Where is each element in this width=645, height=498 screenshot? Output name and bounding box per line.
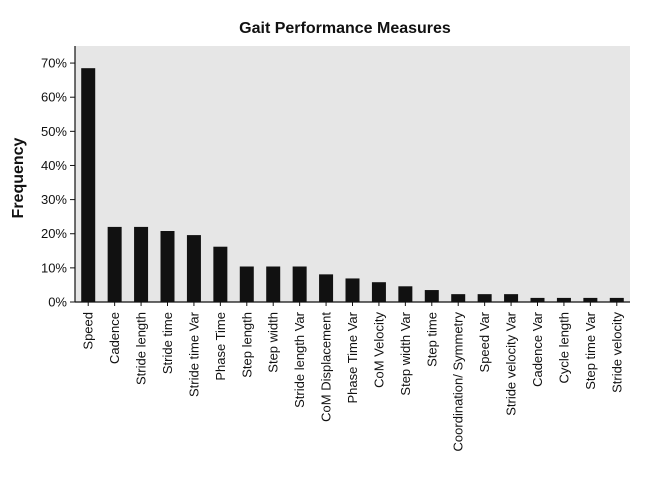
bar: [583, 297, 598, 302]
y-axis-ticks: 0% 10% 20% 30% 40% 50% 60% 70%: [41, 56, 75, 310]
x-category-label: Stride velocity: [609, 312, 624, 393]
y-tick-label: 70%: [41, 56, 67, 71]
x-category-label: Phase Time: [213, 312, 228, 381]
y-axis-label: Frequency: [10, 137, 27, 218]
x-category-label: Cadence: [107, 312, 122, 364]
bar: [371, 282, 386, 302]
bar: [609, 297, 624, 302]
bar: [477, 294, 492, 302]
plot-area: [75, 46, 630, 302]
x-category-label: CoM Displacement: [319, 312, 334, 422]
bar: [239, 266, 254, 302]
x-category-label: Step time Var: [583, 311, 598, 389]
x-category-label: Speed Var: [477, 311, 492, 372]
y-tick-label: 0%: [48, 295, 67, 310]
bar: [451, 294, 466, 302]
y-tick-label: 20%: [41, 226, 67, 241]
bar: [160, 231, 175, 302]
x-category-label: Step time: [424, 312, 439, 367]
x-category-label: Stride length Var: [292, 311, 307, 408]
bar: [556, 297, 571, 302]
bar: [81, 68, 96, 302]
x-category-label: Stride time: [160, 312, 175, 374]
bar: [213, 246, 228, 302]
x-category-label: Step width: [266, 312, 281, 373]
x-category-label: Stride time Var: [186, 311, 201, 397]
y-tick-label: 30%: [41, 192, 67, 207]
chart-title: Gait Performance Measures: [239, 20, 451, 37]
x-category-label: Stride velocity Var: [504, 311, 519, 415]
y-tick-label: 50%: [41, 124, 67, 139]
bar: [292, 266, 307, 302]
bar: [424, 290, 439, 302]
bar: [345, 278, 360, 302]
y-tick-label: 10%: [41, 260, 67, 275]
x-category-label: Phase Time Var: [345, 311, 360, 403]
y-tick-label: 40%: [41, 158, 67, 173]
x-category-label: Step width Var: [398, 311, 413, 395]
x-category-label: Cycle length: [556, 312, 571, 384]
x-category-label: Coordination/ Symmetry: [451, 312, 466, 452]
x-category-label: Stride length: [134, 312, 149, 385]
x-category-label: Cadence Var: [530, 311, 545, 387]
bar: [504, 294, 519, 302]
bar: [266, 266, 281, 302]
bar: [107, 226, 122, 302]
bar: [398, 286, 413, 302]
bar: [134, 226, 149, 302]
x-category-label: CoM Velocity: [371, 312, 386, 388]
y-tick-label: 60%: [41, 90, 67, 105]
bars: [81, 68, 624, 302]
x-category-label: Speed: [81, 312, 96, 350]
bar: [319, 274, 334, 302]
bar: [186, 235, 201, 302]
x-axis-labels: Speed Cadence Stride length Stride time Stri…: [81, 302, 624, 452]
bar: [530, 297, 545, 302]
x-category-label: Step length: [239, 312, 254, 378]
